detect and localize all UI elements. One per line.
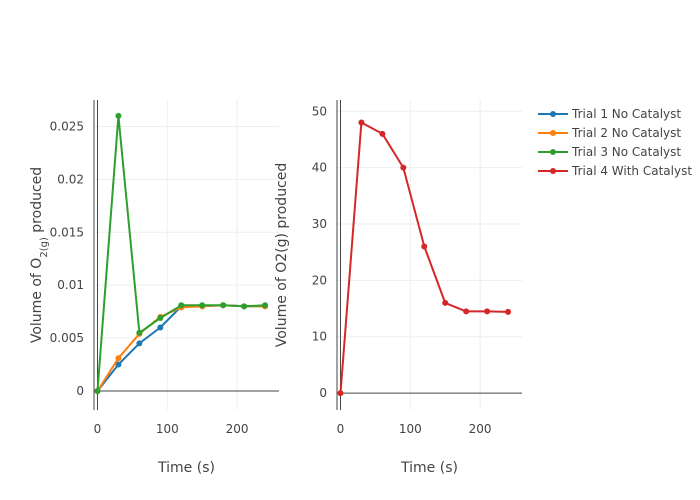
right-plot: 0 10 20 30 40 50 0 100 200 Time (s) Volume of O2(g…: [274, 100, 522, 476]
series-line: [96, 304, 265, 392]
y-tick-label: 0.015: [50, 225, 84, 239]
legend-item-trial-4-with-catalyst[interactable]: Trial 4 With Catalyst: [538, 164, 692, 178]
y-tick-label: 20: [312, 273, 327, 287]
series-trial-4-with-catalyst: [337, 119, 512, 397]
legend-swatch-marker: [550, 111, 556, 117]
data-point: [115, 355, 122, 362]
data-point: [241, 303, 248, 310]
data-point: [358, 119, 365, 126]
legend-label: Trial 2 No Catalyst: [571, 126, 681, 140]
series-trial-2-no-catalyst: [94, 302, 269, 394]
data-point: [421, 243, 428, 250]
y-tick-label: 40: [312, 161, 327, 175]
x-axis-title: Time (s): [157, 460, 215, 476]
data-point: [199, 302, 206, 309]
y-axis-title: Volume of O2(g) produced: [29, 167, 50, 343]
legend-swatch-marker: [550, 168, 556, 174]
y-tick-label: 0.005: [50, 331, 84, 345]
data-point: [442, 299, 449, 306]
x-tick-label: 100: [156, 422, 179, 436]
data-point: [94, 387, 101, 394]
legend-item-trial-2-no-catalyst[interactable]: Trial 2 No Catalyst: [538, 126, 681, 140]
y-axis-title: Volume of O2(g) produced: [274, 163, 290, 348]
x-tick-label: 200: [469, 422, 492, 436]
data-point: [463, 308, 470, 315]
legend-label: Trial 3 No Catalyst: [571, 145, 681, 159]
data-point: [115, 112, 122, 119]
legend-swatch-marker: [550, 149, 556, 155]
data-point: [157, 314, 164, 321]
legend-item-trial-1-no-catalyst[interactable]: Trial 1 No Catalyst: [538, 107, 681, 121]
x-tick-label: 0: [337, 422, 345, 436]
data-point: [379, 130, 386, 137]
y-tick-label: 50: [312, 104, 327, 118]
data-point: [136, 329, 143, 336]
x-tick-label: 0: [94, 422, 102, 436]
series-trial-3-no-catalyst: [94, 112, 269, 394]
left-plot: 0 0.005 0.01 0.015 0.02 0.025 0 100 200 Time (s) V…: [29, 100, 279, 476]
data-point: [157, 324, 164, 331]
data-point: [220, 302, 227, 309]
legend-item-trial-3-no-catalyst[interactable]: Trial 3 No Catalyst: [538, 145, 681, 159]
legend-swatch-marker: [550, 130, 556, 136]
data-point: [400, 164, 407, 171]
y-tick-label: 10: [312, 330, 327, 344]
x-tick-label: 100: [399, 422, 422, 436]
series-line: [96, 114, 266, 392]
series-line: [339, 121, 509, 394]
y-tick-label: 30: [312, 217, 327, 231]
data-point: [136, 340, 143, 347]
x-tick-label: 200: [226, 422, 249, 436]
legend-label: Trial 4 With Catalyst: [571, 164, 692, 178]
series-trial-1-no-catalyst: [94, 302, 269, 394]
data-point: [505, 308, 512, 315]
y-tick-label: 0: [319, 386, 327, 400]
y-tick-label: 0: [76, 384, 84, 398]
data-point: [262, 302, 269, 309]
series-line: [96, 304, 265, 392]
legend-label: Trial 1 No Catalyst: [571, 107, 681, 121]
data-point: [484, 308, 491, 315]
y-tick-label: 0.02: [57, 172, 84, 186]
x-axis-title: Time (s): [400, 460, 458, 476]
data-point: [337, 390, 344, 397]
legend: Trial 1 No Catalyst Trial 2 No Catalyst Tr…: [538, 107, 692, 178]
data-point: [178, 302, 185, 309]
data-point: [115, 361, 122, 368]
y-tick-label: 0.01: [57, 278, 84, 292]
y-tick-label: 0.025: [50, 119, 84, 133]
